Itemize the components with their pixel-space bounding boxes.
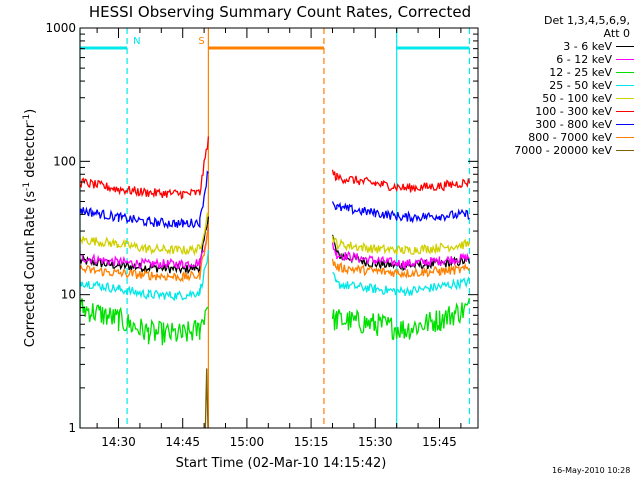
series-line [79, 136, 471, 200]
legend-label: 300 - 800 keV [535, 118, 612, 131]
series-6to12keV [79, 227, 470, 271]
x-axis-label: Start Time (02-Mar-10 14:15:42) [176, 456, 387, 471]
x-tick-label: 14:30 [101, 435, 136, 449]
legend-entry: 100 - 300 keV [484, 105, 634, 118]
legend-swatch [616, 85, 634, 86]
legend-entry: 300 - 800 keV [484, 118, 634, 131]
legend-header-line2: Att 0 [603, 27, 630, 40]
legend-label: 800 - 7000 keV [528, 131, 612, 144]
series-300to800keV [79, 170, 470, 230]
series-line [79, 249, 471, 302]
legend-swatch [616, 98, 634, 99]
legend-entry: 12 - 25 keV [484, 66, 634, 79]
y-axis-label-exp1: -1 [22, 182, 32, 191]
y-axis: 1 10 100 1000 [45, 21, 478, 435]
legend-entries: 3 - 6 keV 6 - 12 keV 12 - 25 keV 25 - 50 ke… [484, 40, 634, 157]
x-tick-label: 14:45 [165, 435, 200, 449]
x-tick-label: 15:00 [230, 435, 265, 449]
x-tick-label: 15:30 [358, 435, 393, 449]
legend-entry: 3 - 6 keV [484, 40, 634, 53]
legend-swatch [616, 124, 634, 125]
chart-title: HESSI Observing Summary Count Rates, Cor… [89, 3, 471, 21]
y-axis-label: Corrected Count Rate (s-1 detector-1) [22, 109, 38, 347]
legend-label: 7000 - 20000 keV [514, 144, 612, 157]
x-tick-label: 15:45 [422, 435, 457, 449]
legend-label: 50 - 100 keV [542, 92, 612, 105]
series-800to7000keV [79, 224, 470, 283]
series-layer [79, 136, 471, 429]
legend-swatch [616, 111, 634, 112]
legend-header-line1: Det 1,3,4,5,6,9, [543, 14, 630, 27]
legend-swatch [616, 46, 634, 47]
series-25to50keV [79, 249, 471, 302]
legend-entry: 6 - 12 keV [484, 53, 634, 66]
series-line [79, 212, 471, 257]
series-12to25keV [79, 298, 471, 346]
legend-swatch [616, 137, 634, 138]
y-tick-label: 100 [53, 154, 76, 168]
legend-entry: 25 - 50 keV [484, 79, 634, 92]
y-axis-label-mid: detector [23, 122, 38, 182]
series-100to300keV [79, 136, 471, 200]
plot-frame [79, 27, 479, 429]
series-line [79, 298, 471, 346]
legend-entry: 50 - 100 keV [484, 92, 634, 105]
legend-label: 12 - 25 keV [549, 66, 612, 79]
legend-label: 3 - 6 keV [563, 40, 612, 53]
series-line [79, 227, 470, 271]
series-line [79, 224, 470, 283]
saa-marker-label: S [198, 36, 204, 47]
legend-swatch [616, 72, 634, 73]
series-7000to20000keV [204, 368, 209, 429]
y-tick-label: 1 [68, 421, 76, 435]
night-marker-label: N [133, 36, 140, 47]
y-axis-label-exp2: -1 [22, 114, 32, 123]
y-axis-label-close: ) [23, 109, 38, 114]
y-tick-label: 1000 [45, 21, 76, 35]
legend-label: 25 - 50 keV [549, 79, 612, 92]
generation-timestamp: 16-May-2010 10:28 [552, 466, 631, 475]
y-tick-label: 10 [61, 288, 76, 302]
x-tick-label: 15:15 [294, 435, 329, 449]
series-line [204, 368, 209, 429]
x-axis: 14:30 14:45 15:00 15:15 15:30 15:45 [96, 28, 462, 449]
legend-swatch [616, 59, 634, 60]
legend-entry: 7000 - 20000 keV [484, 144, 634, 157]
legend-label: 100 - 300 keV [535, 105, 612, 118]
series-50to100keV [79, 212, 471, 257]
legend-entry: 800 - 7000 keV [484, 131, 634, 144]
legend-label: 6 - 12 keV [556, 53, 612, 66]
legend: Det 1,3,4,5,6,9, Att 0 3 - 6 keV 6 - 12 k… [484, 14, 634, 157]
y-axis-label-main: Corrected Count Rate (s [23, 191, 38, 348]
legend-swatch [616, 150, 634, 151]
series-line [79, 170, 470, 230]
